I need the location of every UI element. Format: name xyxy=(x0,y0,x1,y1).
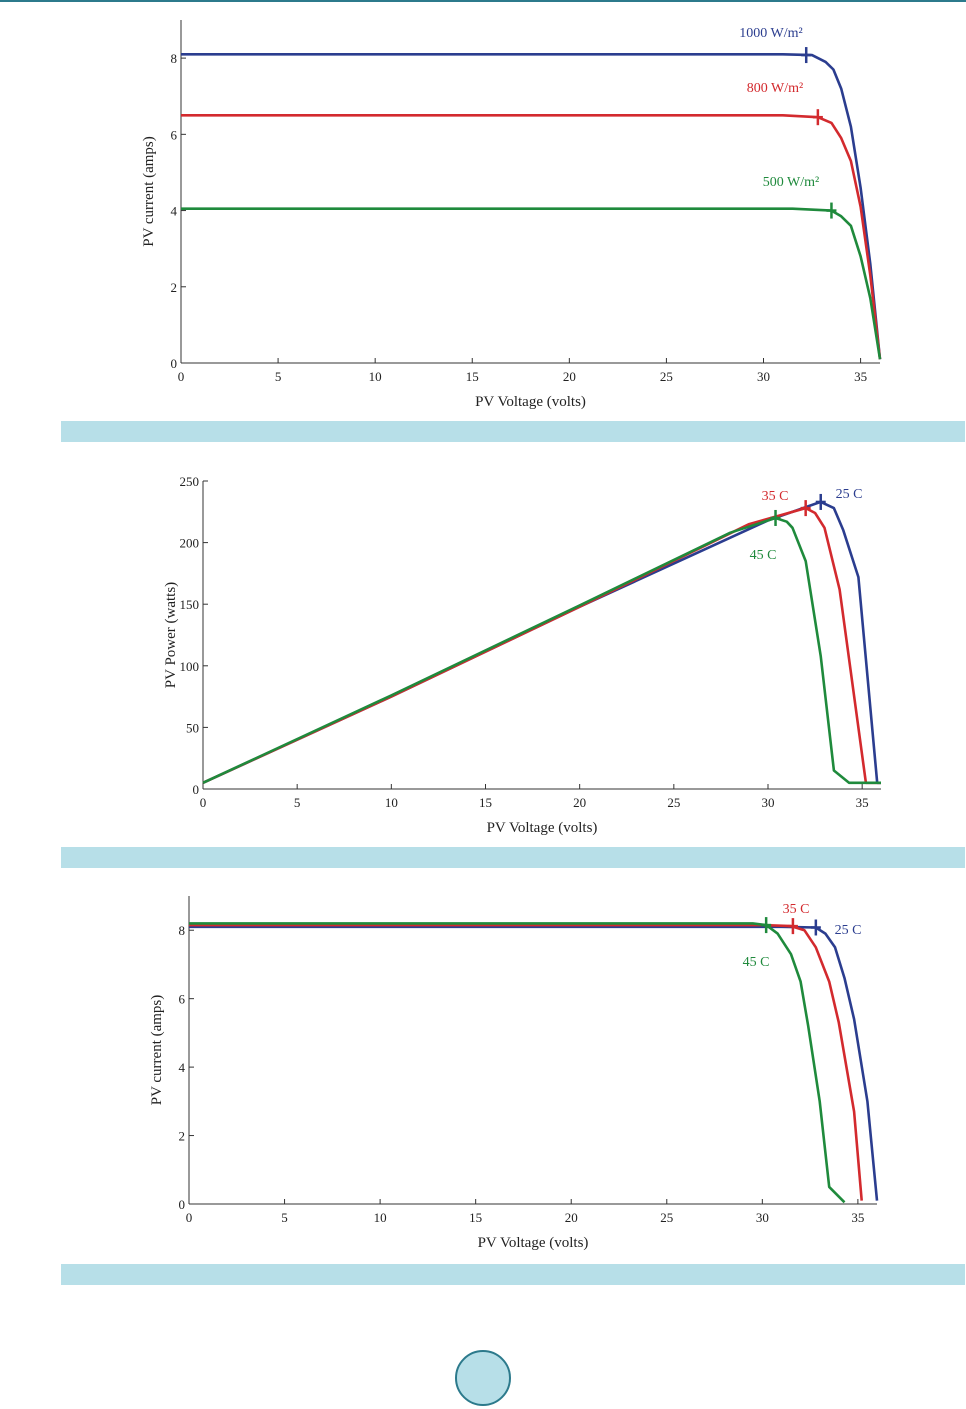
series-line-1 xyxy=(181,52,882,360)
x-tick-label: 0 xyxy=(200,795,207,810)
x-tick-label: 35 xyxy=(851,1210,864,1225)
x-tick-label: 5 xyxy=(275,369,282,384)
y-tick-label: 6 xyxy=(179,992,186,1007)
series-line-3 xyxy=(181,207,882,360)
figure-caption-band xyxy=(61,847,965,868)
y-axis-label: PV current (amps) xyxy=(149,995,165,1106)
x-tick-label: 30 xyxy=(756,1210,769,1225)
x-axis-label: PV Voltage (volts) xyxy=(475,394,586,410)
series-label: 800 W/m² xyxy=(747,81,803,96)
y-tick-label: 4 xyxy=(171,204,178,219)
x-tick-label: 30 xyxy=(762,795,775,810)
series-line-1 xyxy=(202,500,881,785)
y-tick-label: 50 xyxy=(186,720,199,735)
temperature-iv-chart: 0 5 10 15 20 25 30 35 0 2 4 6 8 PV Voltage (volts) PV … xyxy=(149,896,879,1251)
series-line-3 xyxy=(202,516,881,785)
y-tick-label: 0 xyxy=(179,1197,186,1212)
series-line-2 xyxy=(181,114,882,360)
series-label: 35 C xyxy=(762,489,789,504)
series-label: 500 W/m² xyxy=(763,175,819,190)
series-label: 45 C xyxy=(743,955,770,970)
y-tick-label: 6 xyxy=(171,127,178,142)
y-tick-label: 4 xyxy=(179,1060,186,1075)
y-tick-label: 8 xyxy=(179,923,186,938)
x-tick-label: 0 xyxy=(178,369,185,384)
figure-caption-band xyxy=(61,421,965,442)
y-axis-label: PV Power (watts) xyxy=(163,582,179,688)
x-tick-label: 10 xyxy=(374,1210,387,1225)
y-tick-label: 0 xyxy=(171,356,178,371)
x-tick-label: 5 xyxy=(281,1210,288,1225)
x-axis-label: PV Voltage (volts) xyxy=(487,820,598,836)
y-tick-label: 250 xyxy=(180,474,200,489)
x-tick-label: 20 xyxy=(563,369,576,384)
x-tick-label: 15 xyxy=(479,795,492,810)
series-label: 25 C xyxy=(836,487,863,502)
x-tick-label: 15 xyxy=(466,369,479,384)
series-line-2 xyxy=(202,506,881,785)
top-rule xyxy=(0,0,966,2)
x-tick-label: 5 xyxy=(294,795,301,810)
irradiance-iv-chart: 0 5 10 15 20 25 30 35 0 2 4 6 8 PV Voltage (volts) PV … xyxy=(141,20,882,410)
x-axis-label: PV Voltage (volts) xyxy=(478,1235,589,1251)
x-tick-label: 35 xyxy=(856,795,869,810)
x-tick-label: 10 xyxy=(369,369,382,384)
series-line-1 xyxy=(189,925,879,1201)
series-label: 35 C xyxy=(783,902,810,917)
y-tick-label: 2 xyxy=(179,1129,186,1144)
y-axis-label: PV current (amps) xyxy=(141,136,157,247)
y-tick-label: 8 xyxy=(171,51,178,66)
y-tick-label: 100 xyxy=(180,659,200,674)
y-tick-label: 200 xyxy=(180,536,200,551)
x-tick-label: 10 xyxy=(385,795,398,810)
x-tick-label: 25 xyxy=(660,1210,673,1225)
y-tick-label: 2 xyxy=(171,280,178,295)
series-label: 25 C xyxy=(835,923,862,938)
x-tick-label: 0 xyxy=(186,1210,193,1225)
series-label: 1000 W/m² xyxy=(739,26,802,41)
series-label: 45 C xyxy=(750,548,777,563)
series-line-3 xyxy=(189,922,846,1204)
page-number-circle xyxy=(455,1350,511,1406)
figure-caption-band xyxy=(61,1264,965,1285)
y-tick-label: 0 xyxy=(193,782,200,797)
x-tick-label: 20 xyxy=(573,795,586,810)
x-tick-label: 25 xyxy=(660,369,673,384)
x-tick-label: 30 xyxy=(757,369,770,384)
x-tick-label: 20 xyxy=(565,1210,578,1225)
series-line-2 xyxy=(189,923,863,1201)
x-tick-label: 35 xyxy=(854,369,867,384)
x-tick-label: 15 xyxy=(469,1210,482,1225)
x-tick-label: 25 xyxy=(667,795,680,810)
y-tick-label: 150 xyxy=(180,597,200,612)
temperature-pv-chart: 0 5 10 15 20 25 30 35 0 50 100 150 200 250 PV Voltage … xyxy=(163,474,881,836)
